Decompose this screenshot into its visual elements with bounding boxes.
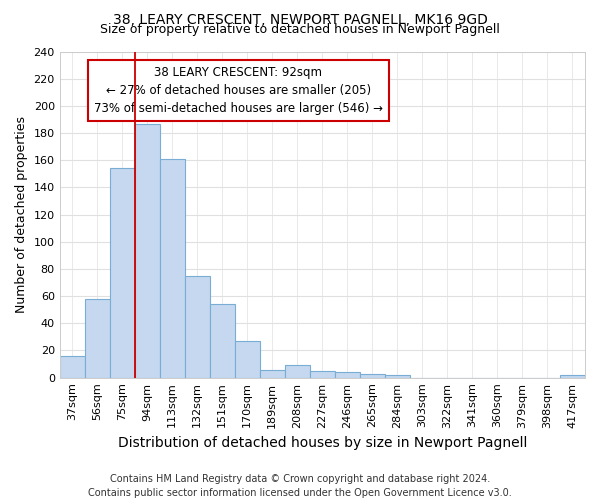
Bar — [360, 374, 385, 378]
Bar — [210, 304, 235, 378]
Bar — [185, 276, 210, 378]
Bar — [560, 375, 585, 378]
X-axis label: Distribution of detached houses by size in Newport Pagnell: Distribution of detached houses by size … — [118, 436, 527, 450]
Bar — [85, 299, 110, 378]
Bar — [260, 370, 285, 378]
Text: Size of property relative to detached houses in Newport Pagnell: Size of property relative to detached ho… — [100, 22, 500, 36]
Bar — [110, 168, 135, 378]
Bar — [160, 159, 185, 378]
Bar — [235, 341, 260, 378]
Bar — [59, 356, 85, 378]
Bar — [285, 366, 310, 378]
Bar — [385, 375, 410, 378]
Bar — [335, 372, 360, 378]
Text: 38, LEARY CRESCENT, NEWPORT PAGNELL, MK16 9GD: 38, LEARY CRESCENT, NEWPORT PAGNELL, MK1… — [113, 12, 487, 26]
Text: Contains HM Land Registry data © Crown copyright and database right 2024.
Contai: Contains HM Land Registry data © Crown c… — [88, 474, 512, 498]
Bar — [135, 124, 160, 378]
Bar — [310, 371, 335, 378]
Text: 38 LEARY CRESCENT: 92sqm
← 27% of detached houses are smaller (205)
73% of semi-: 38 LEARY CRESCENT: 92sqm ← 27% of detach… — [94, 66, 383, 115]
Y-axis label: Number of detached properties: Number of detached properties — [15, 116, 28, 313]
